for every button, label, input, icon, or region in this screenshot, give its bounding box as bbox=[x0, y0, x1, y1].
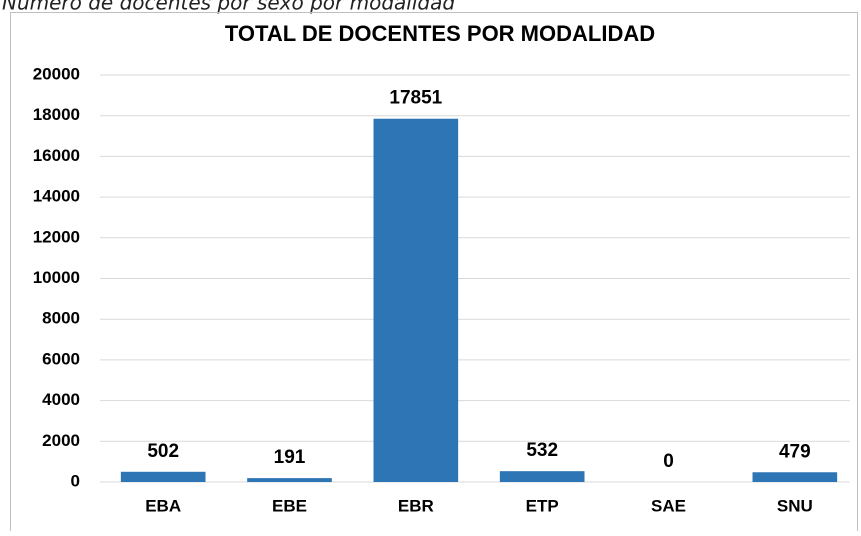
data-label: 502 bbox=[147, 441, 179, 462]
y-tick-label: 8000 bbox=[42, 309, 80, 328]
x-tick-label: EBE bbox=[272, 496, 307, 515]
y-tick-label: 2000 bbox=[42, 431, 80, 450]
chart-title: TOTAL DE DOCENTES POR MODALIDAD bbox=[225, 21, 655, 46]
bar bbox=[373, 118, 459, 482]
chart-frame bbox=[10, 12, 858, 536]
data-label: 191 bbox=[274, 447, 306, 468]
y-tick-label: 12000 bbox=[33, 227, 80, 246]
x-tick-label: SAE bbox=[651, 496, 686, 515]
y-tick-label: 18000 bbox=[33, 105, 80, 124]
bar bbox=[120, 471, 206, 482]
x-tick-label: EBR bbox=[398, 496, 434, 515]
data-label: 17851 bbox=[389, 88, 442, 109]
x-tick-label: ETP bbox=[526, 496, 559, 515]
y-tick-label: 10000 bbox=[33, 268, 80, 287]
caption: Número de docentes por sexo por modalida… bbox=[2, 0, 455, 15]
y-tick-label: 20000 bbox=[33, 64, 80, 83]
x-tick-label: SNU bbox=[777, 496, 813, 515]
bar bbox=[752, 472, 838, 482]
bar bbox=[247, 478, 332, 482]
y-tick-label: 0 bbox=[71, 471, 80, 490]
data-label: 479 bbox=[779, 441, 811, 462]
y-tick-label: 4000 bbox=[42, 390, 80, 409]
bar bbox=[499, 471, 585, 482]
y-tick-label: 14000 bbox=[33, 187, 80, 206]
data-label: 532 bbox=[526, 440, 558, 461]
data-label: 0 bbox=[663, 451, 674, 472]
x-tick-label: EBA bbox=[145, 496, 181, 515]
y-tick-label: 16000 bbox=[33, 146, 80, 165]
y-tick-label: 6000 bbox=[42, 349, 80, 368]
